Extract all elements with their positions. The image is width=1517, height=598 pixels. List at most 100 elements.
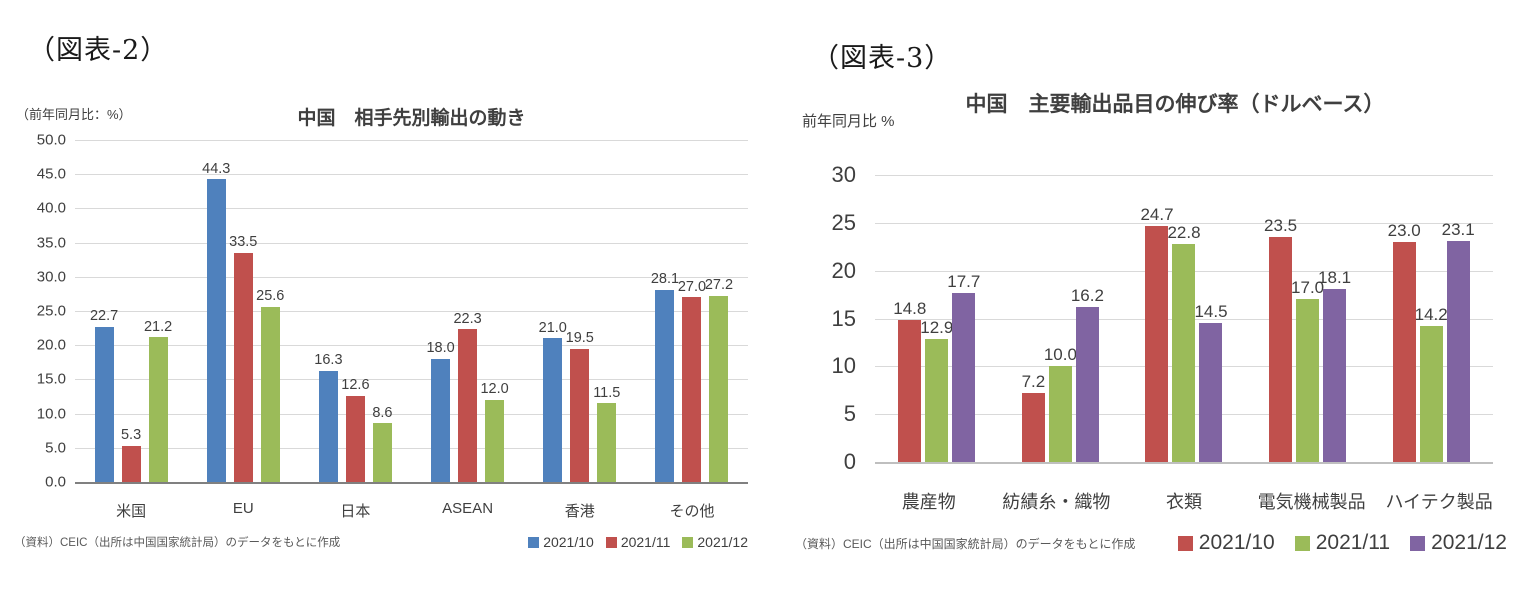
bar-2021/10: 23.5 <box>1264 217 1297 462</box>
x-axis-label: 農産物 <box>901 492 956 512</box>
y-tick-label: 20 <box>831 257 856 283</box>
bar-2021/11: 14.2 <box>1415 306 1448 462</box>
bar-group: 14.8 12.9 17.7 <box>875 175 999 462</box>
legend-label: 2021/12 <box>697 534 748 550</box>
gridline <box>75 140 748 141</box>
y-tick-label: 5.0 <box>45 439 66 457</box>
legend-item: 2021/12 <box>682 534 748 550</box>
bar-2021/10: 14.8 <box>893 300 926 462</box>
y-tick-label: 50.0 <box>36 131 66 149</box>
bar-groups: 22.7 5.3 21.2 44.3 33.5 25.6 16.3 12.6 8.6 18.0 22… <box>75 140 748 482</box>
bar-value-label: 21.0 <box>538 319 567 336</box>
bar-2021/11: 12.9 <box>920 319 953 462</box>
bar-2021/12: 25.6 <box>256 289 284 482</box>
bar-2021/12: 12.0 <box>480 382 509 482</box>
gridline <box>75 379 748 381</box>
bar-2021/10: 7.2 <box>1022 373 1045 462</box>
bar-value-label: 24.7 <box>1140 204 1174 224</box>
bar-value-label: 14.2 <box>1414 305 1448 325</box>
x-axis-label: 紡績糸・織物 <box>1002 492 1111 512</box>
legend: 2021/10 2021/11 2021/12 <box>1177 531 1507 555</box>
bar-group: 7.2 10.0 16.2 <box>999 175 1123 462</box>
legend-label: 2021/12 <box>1431 531 1507 554</box>
bar-2021/10: 16.3 <box>314 353 343 482</box>
y-tick-label: 40.0 <box>36 199 66 217</box>
bar-group: 23.5 17.0 18.1 <box>1246 175 1370 462</box>
figure-label: （図表-2） <box>28 35 169 66</box>
bar-value-label: 17.7 <box>947 271 981 291</box>
bar-value-label: 18.1 <box>1318 267 1352 287</box>
bar-2021/12: 14.5 <box>1194 303 1228 462</box>
gridline <box>75 174 748 176</box>
x-axis-label: 衣類 <box>1165 492 1202 512</box>
bar-2021/12: 23.1 <box>1442 221 1475 462</box>
bar-value-label: 16.3 <box>314 352 343 369</box>
legend-item: 2021/10 <box>528 534 594 550</box>
bar-2021/11: 22.3 <box>453 312 482 482</box>
gridline <box>75 242 748 244</box>
y-axis-tick-labels: 0.0 5.0 10.0 15.0 20.0 25.0 30.0 35.0 40.0 45.0 50… <box>8 132 66 491</box>
bar-2021/11: 17.0 <box>1291 279 1324 462</box>
bar-2021/11: 22.8 <box>1167 224 1201 462</box>
legend-item: 2021/11 <box>1294 531 1390 555</box>
legend-swatch-icon <box>1294 535 1310 551</box>
bar-2021/12: 21.2 <box>144 319 172 482</box>
bar-2021/12: 27.2 <box>705 278 733 482</box>
bar-2021/10: 24.7 <box>1140 206 1174 462</box>
bar-value-label: 10.0 <box>1043 345 1077 365</box>
chart-footer: （資料）CEIC（出所は中国国家統計局）のデータをもとに作成 2021/10 20… <box>795 531 1507 555</box>
bar-value-label: 8.6 <box>372 404 393 421</box>
bar-value-label: 33.5 <box>229 234 258 251</box>
legend-item: 2021/11 <box>605 534 671 550</box>
bar-group: 16.3 12.6 8.6 <box>299 140 411 482</box>
gridline <box>875 222 1493 224</box>
bar-value-label: 16.2 <box>1070 286 1104 306</box>
bar-group: 22.7 5.3 21.2 <box>75 140 187 482</box>
bar-2021/10: 18.0 <box>426 341 455 482</box>
bar-value-label: 28.1 <box>650 271 680 288</box>
legend-swatch-icon <box>605 536 617 548</box>
bar-groups: 14.8 12.9 17.7 7.2 10.0 16.2 24.7 22.8 14.5 23.5 1… <box>875 175 1493 462</box>
y-tick-label: 35.0 <box>36 234 66 252</box>
bar-2021/10: 44.3 <box>202 161 230 482</box>
bar-2021/12: 11.5 <box>593 386 620 482</box>
bar-2021/11: 10.0 <box>1044 346 1077 462</box>
y-tick-label: 25.0 <box>36 302 66 320</box>
bar-value-label: 27.0 <box>677 278 707 295</box>
bar-2021/11: 5.3 <box>121 428 141 482</box>
bar-value-label: 18.0 <box>426 340 455 357</box>
x-axis-label: ハイテク製品 <box>1385 492 1493 512</box>
bar-2021/12: 16.2 <box>1071 287 1104 462</box>
bar-group: 21.0 19.5 11.5 <box>524 140 636 482</box>
bar-2021/11: 19.5 <box>566 331 594 482</box>
legend-label: 2021/11 <box>620 534 671 550</box>
gridline <box>75 208 748 210</box>
y-tick-label: 10 <box>831 353 856 379</box>
legend-swatch-icon <box>682 536 694 548</box>
bar-value-label: 21.2 <box>143 318 173 335</box>
y-tick-label: 30.0 <box>36 268 66 286</box>
chart-title: 中国 相手先別輸出の動き <box>297 108 526 129</box>
legend-item: 2021/12 <box>1410 531 1507 555</box>
x-axis-label: 米国 <box>116 503 147 520</box>
gridline <box>75 311 748 312</box>
bar-2021/12: 8.6 <box>372 406 393 482</box>
bar-value-label: 23.1 <box>1441 220 1475 240</box>
bar-group: 28.1 27.0 27.2 <box>636 140 748 482</box>
x-axis-label: 香港 <box>564 503 595 520</box>
x-axis-label: ASEAN <box>442 500 494 517</box>
legend-label: 2021/10 <box>1198 531 1275 554</box>
x-axis-label: EU <box>232 500 254 517</box>
bar-group: 18.0 22.3 12.0 <box>412 140 524 482</box>
x-axis-labels: 米国 EU 日本 ASEAN 香港 その他 <box>75 500 748 521</box>
legend-swatch-icon <box>1177 535 1193 551</box>
bar-value-label: 27.2 <box>704 277 734 294</box>
bar-group: 23.0 14.2 23.1 <box>1369 175 1493 462</box>
y-axis-unit-label: （前年同月比：%） <box>16 107 132 122</box>
y-axis-tick-labels: 0 5 10 15 20 25 30 <box>780 162 864 474</box>
bar-value-label: 5.3 <box>120 427 142 444</box>
x-axis-label: 電気機械製品 <box>1257 492 1366 512</box>
y-tick-label: 0 <box>843 449 856 474</box>
chart-title: 中国 主要輸出品目の伸び率（ドルベース） <box>965 93 1385 116</box>
bar-value-label: 12.9 <box>920 317 954 337</box>
